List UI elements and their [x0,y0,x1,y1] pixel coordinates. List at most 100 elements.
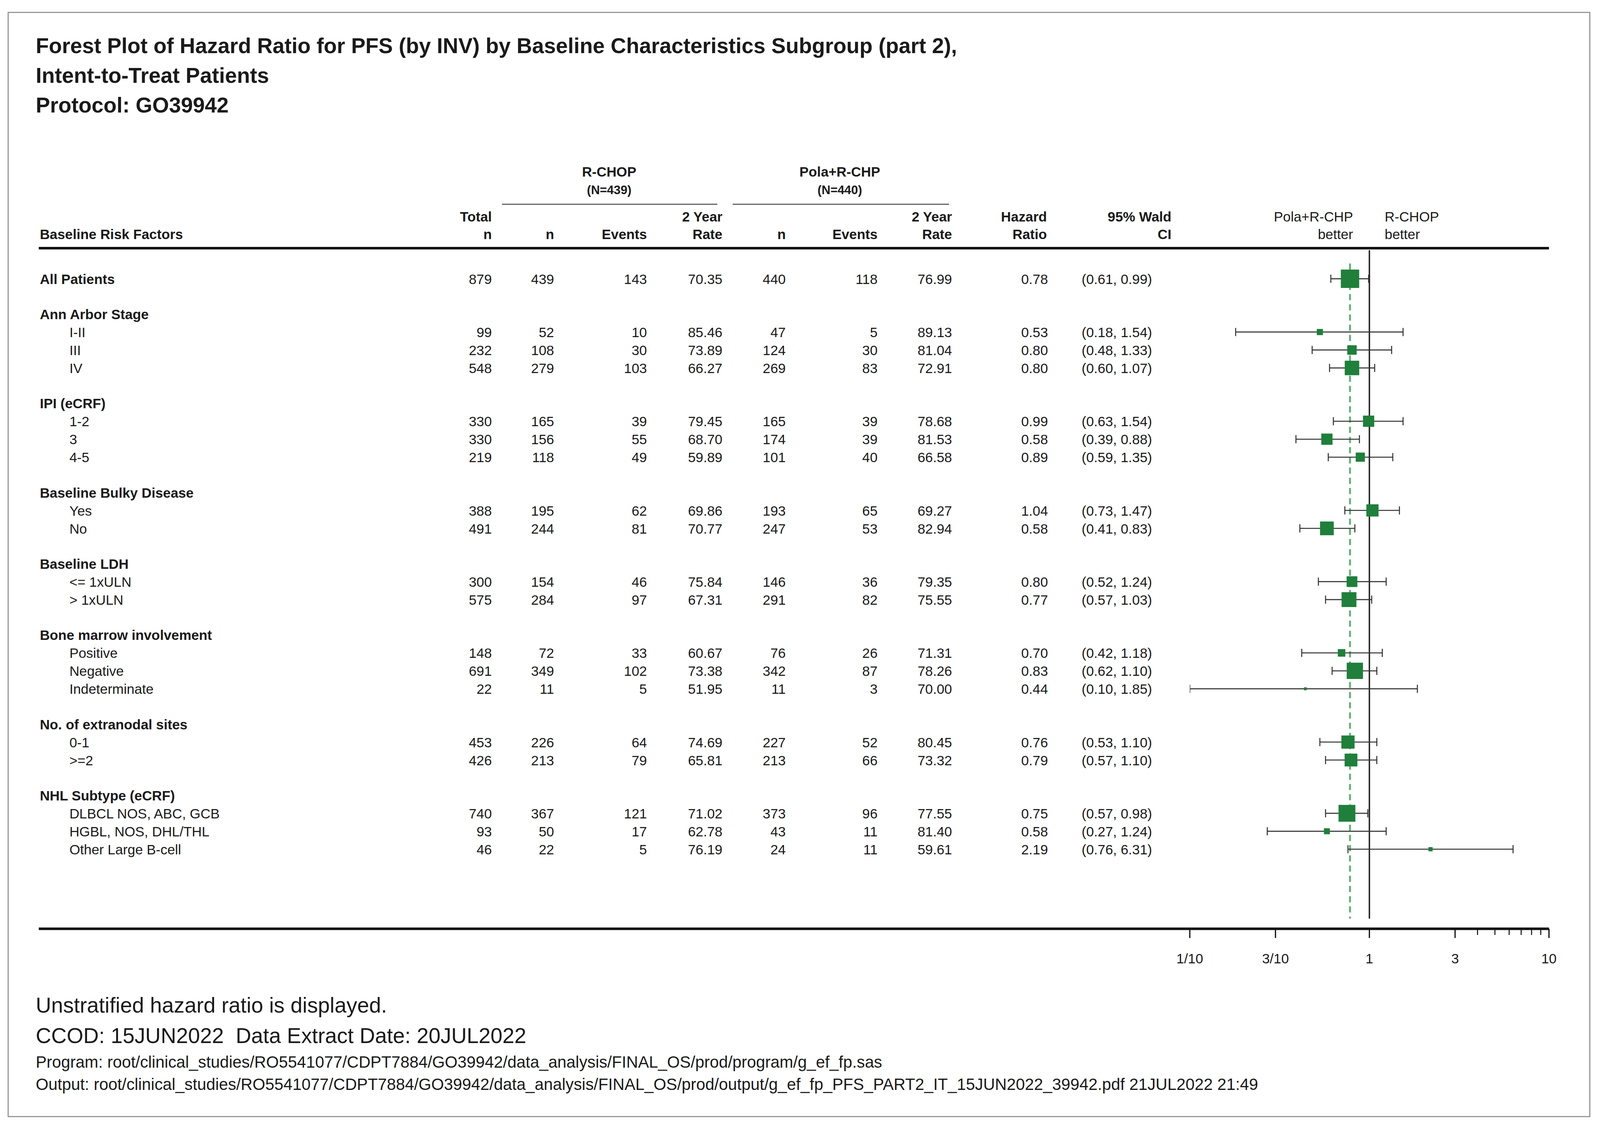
cell: (0.59, 1.35) [1081,449,1152,465]
cell: 49 [631,449,647,465]
cell: (0.57, 0.98) [1081,805,1152,822]
cell: 349 [531,663,555,679]
row-label: 0-1 [69,734,90,750]
cell: 330 [468,413,492,429]
cell: 81 [631,521,647,537]
cell: 79 [631,752,647,768]
cell: 330 [468,431,492,447]
cell: 3 [869,681,878,697]
cell: 73.89 [687,342,723,358]
cell: 93 [476,823,492,840]
ci-cap [1319,737,1321,747]
cell: 342 [762,663,786,679]
row-label: <= 1xULN [69,574,132,590]
ci-cap [1374,363,1376,372]
cell: 232 [468,342,492,358]
title: Protocol: GO39942 [35,92,229,118]
cell: 148 [468,645,492,661]
cell: 71.31 [917,645,952,661]
cell: 17 [631,823,647,840]
x-axis [38,927,1549,931]
cell: 291 [762,592,786,608]
column-header: CI [1157,226,1172,242]
column-header: Baseline Risk Factors [39,226,183,242]
cell: 439 [531,271,555,287]
cell: 43 [770,823,786,840]
column-header: n [483,226,493,242]
cell: 154 [531,574,555,590]
ci-whisker [1301,648,1383,658]
ci-cap [1235,327,1237,336]
ci-cap [1376,666,1378,675]
cell: 62 [631,503,647,519]
ci-cap [1358,435,1361,444]
cell: 0.80 [1021,342,1049,358]
cell: 0.99 [1021,413,1049,429]
cell: 76 [770,645,786,661]
x-minor-tick [1531,928,1533,936]
row-label: 4-5 [69,449,90,465]
row-label-bold: All Patients [39,271,115,287]
cell: 269 [762,360,786,376]
cell: 453 [468,734,492,750]
cell: 373 [762,805,786,822]
row-label: III [69,342,81,358]
cell: (0.27, 1.24) [1081,823,1152,840]
cell: (0.39, 0.88) [1081,431,1152,447]
cell: 52 [538,324,554,340]
ci-cap [1402,327,1404,336]
cell: 39 [862,431,878,447]
title: Intent-to-Treat Patients [35,63,269,88]
cell: 71.02 [687,805,723,822]
cell: 367 [531,805,555,822]
ci-cap [1367,808,1369,818]
direction-label: Pola+R-CHP [1273,208,1354,225]
cell: 103 [623,360,647,376]
hr-square [1337,649,1346,657]
cell: 279 [531,360,555,376]
cell: 73.32 [917,752,952,768]
x-tick-label: 1/10 [1176,950,1204,967]
cell: 118 [532,449,554,465]
ci-cap [1402,417,1404,426]
cell: (0.10, 1.85) [1081,681,1152,697]
cell: 51.95 [687,681,723,697]
group-label: Baseline Bulky Disease [39,485,194,501]
hr-square [1355,452,1365,462]
x-tick-label: 10 [1541,950,1557,967]
cell: 219 [468,449,492,465]
column-header: Rate [922,226,952,242]
x-tick-label: 3 [1451,950,1459,967]
cell: 0.80 [1021,360,1049,376]
ci-cap [1385,826,1387,836]
group-label: No. of extranodal sites [39,716,188,733]
cell: 227 [762,734,786,750]
row-label: I-II [69,324,86,340]
cell: 0.70 [1021,645,1049,661]
hr-square [1303,687,1307,690]
ci-cap [1367,274,1370,283]
cell: 0.77 [1021,592,1049,608]
cell: 11 [771,681,786,697]
cell: 22 [538,841,554,858]
ci-cap [1330,274,1332,283]
cell: 388 [468,503,492,519]
hr-square [1366,504,1379,517]
cell: 121 [623,805,647,822]
cell: 30 [862,342,878,358]
arm-underline [501,203,718,206]
cell: 491 [468,521,492,537]
column-header: Events [832,226,878,242]
hr-square [1428,846,1433,852]
cell: 66.27 [687,360,723,376]
ci-cap [1331,666,1333,675]
x-tick-label: 1 [1365,950,1374,967]
cell: 33 [631,645,647,661]
ci-cap [1327,453,1329,462]
cell: 426 [468,752,492,768]
cell: 39 [862,413,878,429]
cell: 87 [862,663,878,679]
ci-cap [1398,506,1400,515]
ci-whisker [1348,844,1514,854]
cell: 5 [639,841,648,858]
